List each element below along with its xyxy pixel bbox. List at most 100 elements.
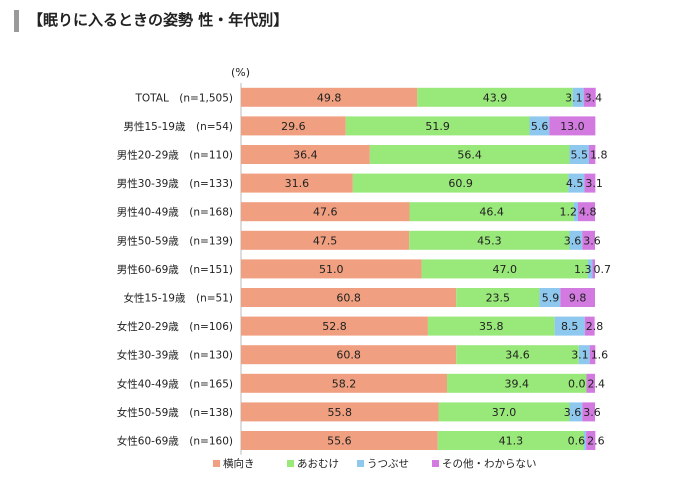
data-label-aomuke: 41.3 [499,435,524,448]
bar-other [583,87,596,107]
data-label-aomuke: 34.6 [505,349,530,362]
bar-other [584,173,596,193]
data-label-yoko: 47.6 [313,206,338,219]
category-label: 女性15-19歳 (n=51) [123,292,233,305]
legend-swatch-aomuke [287,460,294,467]
data-label-utsubuse: 5.9 [542,292,560,305]
data-label-yoko: 58.2 [332,377,357,390]
data-label-other: 4.8 [579,206,597,219]
data-label-utsubuse: 5.5 [570,149,588,162]
data-label-other: 3.4 [585,91,603,104]
bar-other [560,288,595,307]
data-label-yoko: 52.8 [322,320,347,333]
category-label: TOTAL (n=1,505) [134,92,233,104]
category-label: 男性15-19歳 (n=54) [123,120,233,133]
data-label-other: 9.8 [569,292,587,305]
bar-yoko [241,316,428,336]
bar-other [586,431,596,450]
legend-swatch-utsubuse [357,460,364,467]
bar-other [588,145,596,164]
category-label: 女性20-29歳 (n=106) [117,320,233,333]
bar-utsubuse [569,402,583,422]
bar-utsubuse [529,116,550,136]
data-label-aomuke: 60.9 [448,177,473,190]
bar-utsubuse [573,202,579,222]
bar-aomuke [438,402,570,422]
data-label-utsubuse: 8.5 [561,320,579,333]
bar-aomuke [427,316,555,336]
bar-yoko [241,288,457,307]
bar-aomuke [345,116,530,136]
bar-aomuke [369,145,570,164]
category-label: 女性50-59歳 (n=138) [117,406,233,419]
bar-other [549,116,596,136]
bar-yoko [241,116,346,136]
bar-yoko [241,373,448,393]
bar-other [586,373,595,393]
bar-aomuke [352,173,569,193]
category-label: 女性40-49歳 (n=165) [117,377,233,390]
bar-yoko [241,145,370,164]
data-label-aomuke: 51.9 [425,120,450,133]
bar-aomuke [456,345,579,365]
data-label-other: 0.7 [594,263,612,276]
bar-aomuke [421,259,588,279]
bar-other [582,402,595,422]
data-label-yoko: 55.6 [327,435,352,448]
bar-other [582,230,595,250]
unit-label: (%) [231,66,250,79]
bar-utsubuse [568,173,585,193]
bar-yoko [241,230,410,250]
bar-other [578,202,595,222]
data-label-other: 2.4 [588,377,606,390]
data-label-utsubuse: 3.6 [564,234,582,247]
bar-yoko [241,87,418,107]
data-label-utsubuse: 3.1 [565,91,583,104]
data-label-utsubuse: 4.5 [566,177,584,190]
bar-utsubuse [539,288,561,307]
data-label-aomuke: 23.5 [486,292,511,305]
bar-utsubuse [569,145,589,164]
bar-yoko [241,202,410,222]
bar-yoko [241,431,438,450]
data-label-aomuke: 45.3 [477,234,502,247]
bar-yoko [241,173,353,193]
legend-label-utsubuse: うつぶせ [367,458,409,470]
data-label-aomuke: 35.8 [479,320,504,333]
data-label-aomuke: 39.4 [505,377,530,390]
data-label-aomuke: 46.4 [479,206,504,219]
data-label-yoko: 36.4 [293,149,318,162]
data-label-other: 3.6 [583,406,601,419]
category-label: 女性30-39歳 (n=130) [117,349,233,362]
bar-utsubuse [572,87,584,107]
data-label-aomuke: 43.9 [483,91,508,104]
data-label-utsubuse: 1.2 [560,206,578,219]
data-label-other: 2.8 [586,320,604,333]
data-label-other: 3.6 [583,234,601,247]
data-label-other: 1.8 [590,149,608,162]
bar-yoko [241,259,422,279]
bar-other [589,345,596,365]
data-label-other: 1.6 [591,349,609,362]
bar-utsubuse [584,431,587,450]
data-label-aomuke: 37.0 [492,406,517,419]
data-label-other: 3.1 [585,177,603,190]
category-label: 男性30-39歳 (n=133) [117,177,233,190]
bar-yoko [241,345,457,365]
data-label-utsubuse: 5.6 [531,120,549,133]
data-label-aomuke: 56.4 [457,149,482,162]
data-label-utsubuse: 3.1 [571,349,589,362]
page-title: 【眠りに入るときの姿勢 性・年代別】 [28,11,289,29]
bar-aomuke [437,431,585,450]
data-label-yoko: 55.8 [328,406,353,419]
legend-label-yoko: 横向き [223,457,255,470]
data-label-yoko: 49.8 [317,91,342,104]
data-label-yoko: 60.8 [336,292,361,305]
bar-other [584,316,595,336]
category-label: 男性50-59歳 (n=139) [117,234,233,247]
bar-utsubuse [587,259,593,279]
title-accent-bar [14,10,19,32]
data-label-other: 2.6 [587,435,605,448]
bar-aomuke [447,373,587,393]
